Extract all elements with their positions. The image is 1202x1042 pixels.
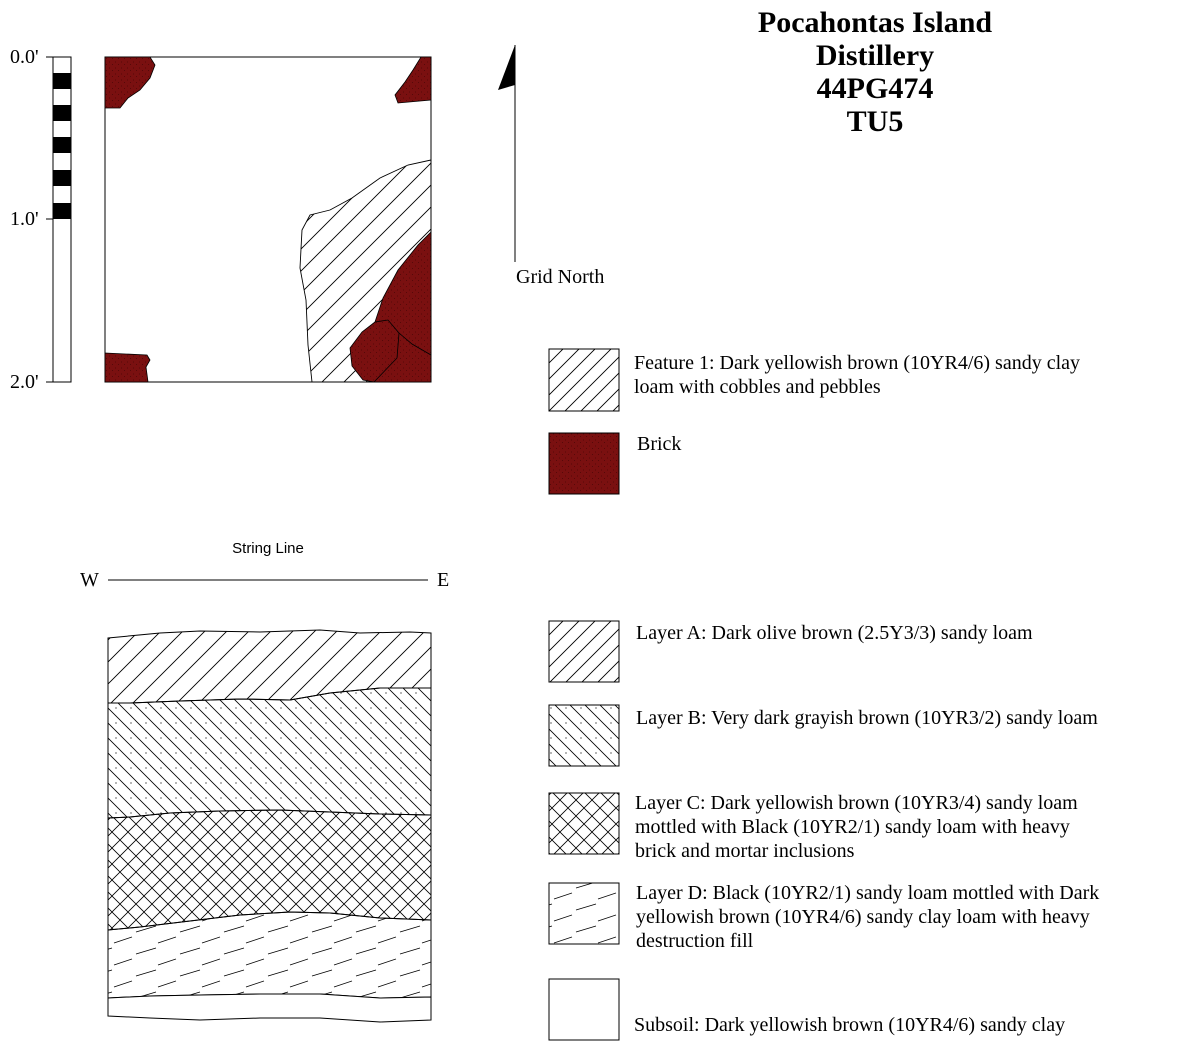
title-line-2: Distillery [815,39,935,72]
title-line-1: Pocahontas Island [757,6,993,39]
legend-layer-a-text: Layer A: Dark olive brown (2.5Y3/3) sand… [636,622,1033,644]
scale-bar [46,56,72,383]
west-label: W [80,569,99,591]
scale-label-top: 0.0' [10,46,39,68]
scale-label-mid: 1.0' [10,208,39,230]
title-line-3: 44PG474 [816,72,934,105]
string-line-label: String Line [232,540,304,557]
profile-view [107,629,432,1023]
legend-layer-d-text: Layer D: Black (10YR2/1) sandy loam mott… [636,882,1100,952]
swatch-layer-c [548,792,620,855]
swatch-subsoil [548,978,620,1041]
legend-feature-1-text: Feature 1: Dark yellowish brown (10YR4/6… [634,352,1081,398]
title-line-4: TU5 [846,105,904,138]
brick-southeast-lobe [349,319,400,383]
layer-b-area [107,687,432,819]
north-arrow [498,45,516,262]
swatch-layer-b [548,704,620,767]
swatch-brick [548,432,620,495]
legend-layer-c-text: Layer C: Dark yellowish brown (10YR3/4) … [635,792,1078,862]
scale-label-bottom: 2.0' [10,371,39,393]
layer-d-area [107,911,432,999]
legend-brick-text: Brick [637,433,682,455]
layer-c-area [107,809,432,931]
subsoil-area [107,993,432,1023]
swatch-layer-a [548,620,620,683]
north-arrow-label: Grid North [516,266,605,288]
east-label: E [437,569,450,591]
brick-northeast [394,56,432,104]
legend-layer-b-text: Layer B: Very dark grayish brown (10YR3/… [636,707,1098,729]
legend-subsoil-text: Subsoil: Dark yellowish brown (10YR4/6) … [634,1014,1066,1036]
legend-swatches [548,348,620,1041]
swatch-feature-1 [548,348,620,412]
plan-view [104,56,432,383]
swatch-layer-d [548,882,620,945]
brick-northwest [104,56,156,109]
brick-southwest [104,352,151,383]
page-title: Pocahontas Island Distillery 44PG474 TU5 [700,6,1050,138]
